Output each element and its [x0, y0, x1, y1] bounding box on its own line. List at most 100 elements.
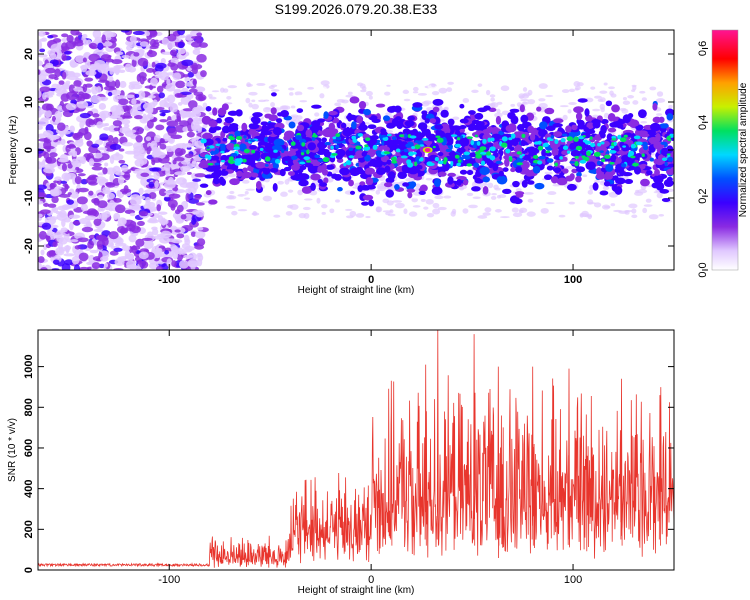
spectrogram-cell [656, 91, 664, 97]
spectrogram-cell [148, 192, 157, 199]
spectrogram-cell [394, 202, 405, 209]
spectrogram-cell [209, 155, 220, 161]
spectrogram-cell [515, 188, 522, 192]
spectrogram-cell [668, 128, 674, 135]
spectrogram-cell [582, 174, 588, 178]
spectrogram-cell [93, 228, 104, 232]
spectrogram-cell [355, 145, 362, 150]
spectrogram-cell [39, 86, 51, 93]
spectrogram-cell [345, 94, 354, 98]
figure-title: S199.2026.079.20.38.E33 [275, 1, 438, 17]
spectrogram-cell [162, 133, 170, 142]
spectrogram-cell [605, 100, 613, 107]
spectrogram-cell [614, 186, 623, 195]
spectrogram-cell [310, 182, 316, 191]
spectrogram-cell [174, 171, 186, 176]
spectrogram-cell [288, 121, 296, 129]
spectrogram-cell [360, 89, 367, 93]
spectrogram-cell [565, 175, 574, 182]
spectrogram-cell [76, 196, 88, 205]
spectrogram-cell [471, 186, 481, 192]
spectrogram-cell [609, 145, 615, 149]
spectrogram-cell [508, 156, 513, 162]
spectrogram-cell [92, 113, 100, 118]
spectrogram-cell [125, 40, 134, 46]
spectrogram-cell [573, 136, 579, 142]
spectrogram-cell [63, 253, 75, 257]
spectrogram-cell [501, 136, 508, 142]
spectrogram-cell [600, 124, 607, 134]
spectrogram-cell [248, 123, 256, 129]
spectrogram-cell [345, 160, 352, 166]
spectrogram-cell [645, 198, 652, 203]
spectrogram-cell [348, 155, 355, 159]
spectrogram-cell [386, 159, 392, 165]
spectrogram-cell [70, 191, 79, 199]
spectrogram-cell [377, 185, 387, 192]
spectrogram-cell [180, 214, 187, 220]
spectrogram-cell [149, 38, 157, 48]
spectrogram-cell [102, 186, 111, 193]
spectrogram-cell [361, 151, 367, 157]
spectrogram-cell [179, 91, 192, 95]
spectrogram-cell [487, 182, 494, 189]
spectrogram-cell [586, 151, 591, 157]
spectrogram-cell [85, 215, 97, 221]
spectrogram-cell [595, 172, 606, 180]
spectrogram-cell [385, 112, 392, 116]
spectrogram-cell [81, 226, 94, 233]
spectrogram-cell [391, 160, 398, 164]
spectrogram-cell [446, 87, 453, 92]
spectrogram-cell [431, 91, 440, 96]
spectrogram-cell [511, 207, 519, 213]
spectrogram-cell [133, 114, 144, 120]
spectrogram-cell [243, 148, 250, 154]
spectrogram-cell [426, 212, 435, 218]
spectrogram-cell [41, 117, 51, 121]
spectrogram-cell [484, 207, 492, 213]
spectrogram-cell [213, 169, 223, 177]
spectrogram-cell [533, 141, 540, 145]
spectrogram-cell [502, 167, 509, 172]
spectrogram-cell [268, 85, 275, 90]
spectrogram-cell [347, 91, 353, 95]
spectrogram-cell [372, 162, 383, 168]
spectrogram-cell [622, 97, 627, 101]
spectrogram-cell [248, 139, 256, 142]
spectrogram-cell [511, 133, 516, 139]
y-tick-label: 200 [23, 520, 35, 538]
spectrogram-cell [504, 158, 510, 167]
spectrogram-cell [314, 154, 321, 159]
spectrogram-cell [186, 93, 194, 100]
spectrogram-cell [252, 112, 263, 118]
spectrogram-cell [84, 77, 94, 82]
spectrogram-cell [516, 151, 522, 155]
spectrogram-cell [236, 170, 244, 177]
spectrogram-cell [421, 137, 429, 141]
spectrogram-cell [466, 136, 473, 140]
spectrogram-cell [40, 267, 48, 270]
spectrogram-cell [165, 167, 171, 177]
spectrogram-cell [99, 133, 109, 141]
spectrogram-cell [575, 112, 583, 121]
spectrogram-cell [200, 70, 207, 78]
spectrogram-cell [38, 230, 47, 240]
spectrogram-cell [395, 148, 401, 153]
spectrogram-cell [277, 140, 284, 145]
spectrogram-cell [161, 51, 173, 55]
spectrogram-cell [55, 230, 65, 237]
spectrogram-cell [659, 123, 669, 129]
spectrogram-cell [515, 166, 523, 173]
spectrogram-cell [351, 121, 357, 130]
spectrogram-cell [611, 135, 617, 140]
spectrogram-cell [489, 94, 496, 98]
spectrogram-cell [241, 171, 253, 179]
spectrogram-cell [164, 250, 170, 255]
spectrogram-cell [111, 111, 118, 116]
spectrogram-cell [244, 197, 251, 200]
spectrogram-cell [579, 159, 587, 164]
spectrogram-cell [104, 123, 109, 127]
spectrogram-cell [347, 112, 353, 122]
spectrogram-cell [603, 173, 614, 180]
spectrogram-cell [68, 214, 81, 219]
